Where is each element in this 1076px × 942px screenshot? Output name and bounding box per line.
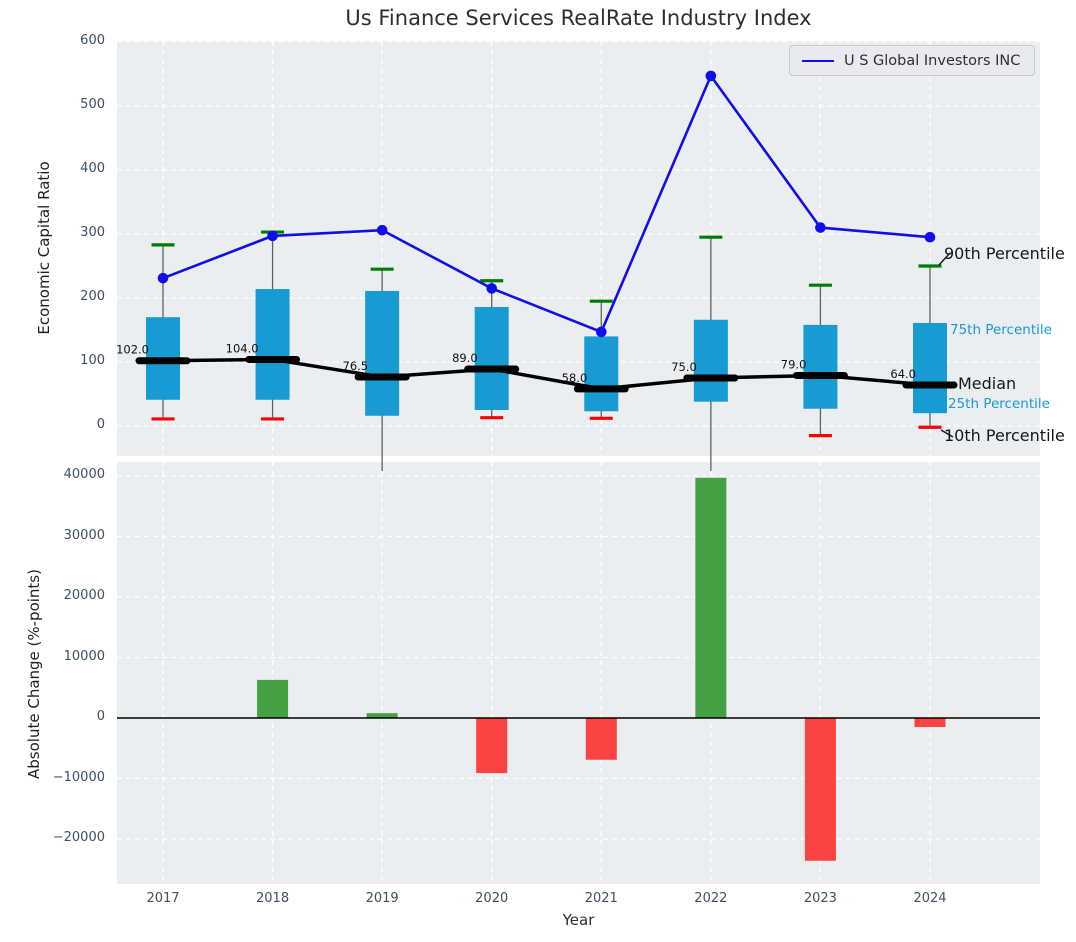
x-tick-label: 2017: [146, 891, 180, 906]
company-point: [705, 70, 717, 82]
y-tick-label: −10000: [52, 769, 105, 785]
y-tick-label: 0: [96, 417, 105, 432]
annotation-median: Median: [958, 374, 1017, 393]
annotation-75th-percentile: 75th Percentile: [950, 322, 1052, 338]
company-line: [162, 73, 931, 334]
iqr-box: [255, 289, 290, 400]
iqr-box: [693, 319, 728, 402]
company-point: [157, 272, 169, 284]
change-bar: [366, 713, 398, 718]
y-tick-label: 20000: [63, 588, 105, 603]
iqr-box: [803, 324, 838, 409]
top-axes: 102.0 104.0 76.5 89.0 58.0 75.0 79.0 64.0 U S G…: [116, 41, 1065, 471]
x-tick-label: 2021: [584, 891, 618, 906]
median-value-label: 79.0: [781, 357, 807, 371]
x-tick-label: 2023: [803, 891, 837, 906]
legend-line-swatch: [802, 59, 834, 62]
bottom-axes: [117, 462, 1040, 884]
annotation-90th-percentile: 90th Percentile: [944, 244, 1065, 263]
change-bar: [695, 477, 727, 718]
company-point: [924, 231, 936, 243]
legend: U S Global Investors INC: [789, 45, 1035, 76]
company-point: [486, 283, 498, 294]
x-tick-label: 2019: [365, 891, 399, 906]
y-tick-label: 300: [80, 225, 105, 240]
company-point: [376, 224, 388, 236]
x-tick-label: 2024: [913, 891, 947, 906]
change-bar: [914, 718, 946, 728]
y-tick-label: −20000: [52, 830, 105, 845]
y-tick-label: 600: [80, 33, 105, 48]
iqr-box: [365, 290, 400, 416]
company-point: [267, 230, 278, 242]
median-value-label: 104.0: [226, 341, 259, 355]
median-value-label: 89.0: [452, 351, 478, 365]
y-tick-label: 100: [80, 353, 105, 368]
y-tick-label: 40000: [63, 467, 105, 482]
bottom-plot: [117, 462, 1040, 884]
y-tick-label: 500: [80, 97, 105, 112]
y-tick-label: 10000: [63, 648, 105, 664]
iqr-box: [584, 336, 619, 412]
iqr-box: [912, 322, 947, 414]
y-tick-label: 400: [80, 161, 105, 176]
company-point: [595, 326, 607, 338]
iqr-box: [474, 306, 509, 410]
change-bar: [257, 679, 289, 718]
x-tick-label: 2018: [256, 891, 290, 906]
top-y-axis-label: Economic Capital Ratio: [35, 161, 53, 335]
annotation-25th-percentile: 25th Percentile: [948, 396, 1050, 412]
legend-label: U S Global Investors INC: [844, 52, 1021, 69]
change-bar: [804, 718, 836, 861]
y-tick-label: 30000: [63, 527, 105, 543]
x-axis-label: Year: [562, 911, 595, 929]
chart-title: Us Finance Services RealRate Industry In…: [345, 6, 812, 30]
annotation-connector: [940, 429, 954, 438]
annotation-10th-percentile: 10th Percentile: [944, 426, 1065, 445]
company-point: [815, 222, 826, 233]
median-value-label: 102.0: [116, 343, 149, 357]
median-value-label: 76.5: [343, 359, 369, 373]
median-value-label: 64.0: [890, 367, 916, 381]
x-tick-label: 2020: [475, 891, 509, 906]
top-plot: 102.0 104.0 76.5 89.0 58.0 75.0 79.0 64.0: [116, 41, 1040, 471]
change-bar: [585, 718, 617, 760]
y-tick-label: 0: [96, 709, 105, 724]
x-tick-label: 2022: [694, 891, 728, 906]
y-tick-label: 200: [80, 289, 105, 304]
median-value-label: 75.0: [671, 360, 697, 374]
annotation-connector: [938, 252, 951, 266]
median-value-label: 58.0: [562, 371, 588, 385]
change-bar: [476, 718, 508, 774]
